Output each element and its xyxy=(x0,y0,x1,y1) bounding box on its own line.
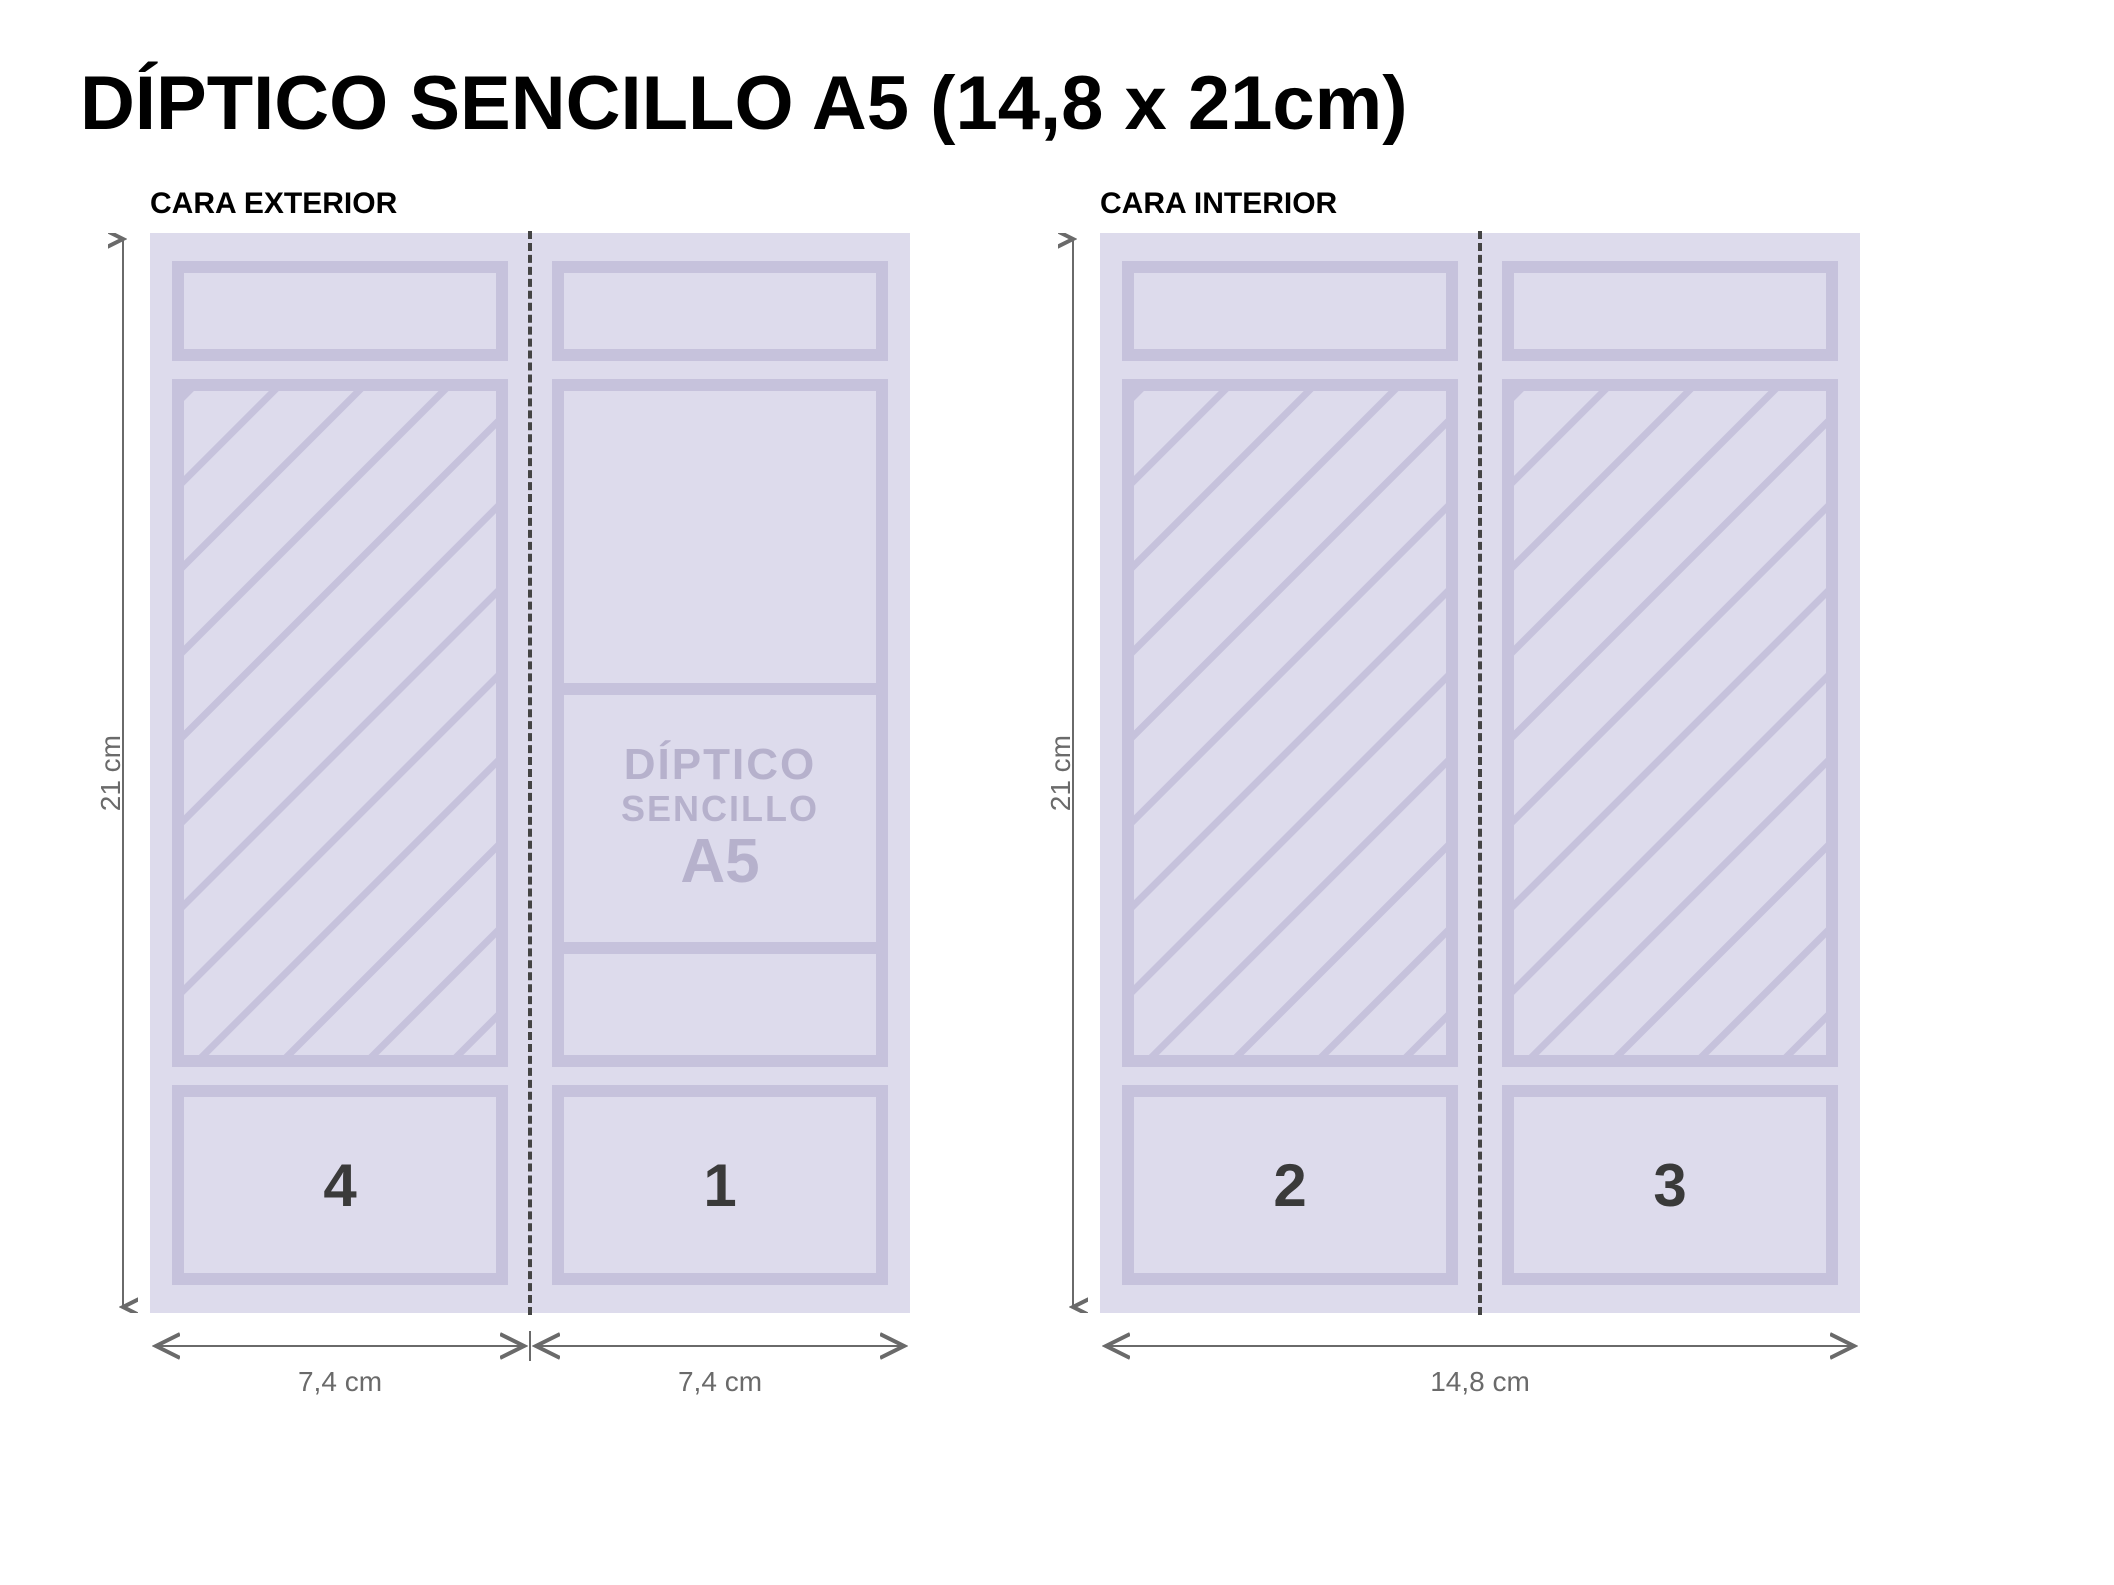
cover-line-3: A5 xyxy=(680,831,759,893)
panel-4-number: 4 xyxy=(323,1151,356,1220)
panel-1-number: 1 xyxy=(703,1151,736,1220)
interior-vdim: 21 cm xyxy=(1030,233,1100,1313)
panel-1-header xyxy=(552,261,888,361)
exterior-width-label-1: 7,4 cm xyxy=(678,1366,762,1397)
cover-line-1: DÍPTICO xyxy=(624,743,816,787)
panel-1-main: DÍPTICO SENCILLO A5 xyxy=(552,379,888,1067)
panel-2-main xyxy=(1122,379,1458,1067)
page-title: DÍPTICO SENCILLO A5 (14,8 x 21cm) xyxy=(80,60,2034,147)
interior-label: CARA INTERIOR xyxy=(1100,187,1860,221)
panel-2: 2 xyxy=(1100,233,1480,1313)
panel-3: 3 xyxy=(1480,233,1860,1313)
panel-1: DÍPTICO SENCILLO A5 1 xyxy=(530,233,910,1313)
fold-line-interior xyxy=(1478,231,1482,1315)
fold-line-exterior xyxy=(528,231,532,1315)
exterior-label: CARA EXTERIOR xyxy=(150,187,910,221)
panel-4-footer: 4 xyxy=(172,1085,508,1285)
panel-1-cover-title: DÍPTICO SENCILLO A5 xyxy=(564,695,876,954)
panel-2-footer: 2 xyxy=(1122,1085,1458,1285)
interior-sheet: 2 3 xyxy=(1100,233,1860,1313)
exterior-width-label-0: 7,4 cm xyxy=(298,1366,382,1397)
panel-3-number: 3 xyxy=(1653,1151,1686,1220)
panel-2-number: 2 xyxy=(1273,1151,1306,1220)
exterior-vdim: 21 cm xyxy=(80,233,150,1313)
panel-4: 4 xyxy=(150,233,530,1313)
panel-1-footer: 1 xyxy=(552,1085,888,1285)
diagram-interior: CARA INTERIOR 21 cm 2 xyxy=(1030,187,1860,1401)
panel-4-main xyxy=(172,379,508,1067)
interior-width-label: 14,8 cm xyxy=(1430,1366,1530,1397)
panel-3-header xyxy=(1502,261,1838,361)
exterior-hdims: 7,4 cm 7,4 cm xyxy=(150,1321,910,1401)
panel-3-footer: 3 xyxy=(1502,1085,1838,1285)
cover-line-2: SENCILLO xyxy=(621,791,819,827)
exterior-sheet: 4 DÍPTICO SENCILLO A5 xyxy=(150,233,910,1313)
panel-1-cover-image xyxy=(564,391,876,695)
panel-3-main xyxy=(1502,379,1838,1067)
diagrams-row: CARA EXTERIOR 21 cm 4 xyxy=(80,187,2034,1401)
diagram-exterior: CARA EXTERIOR 21 cm 4 xyxy=(80,187,910,1401)
panel-1-cover-sub xyxy=(564,954,876,1055)
panel-4-header xyxy=(172,261,508,361)
interior-hdims: 14,8 cm xyxy=(1100,1321,1860,1401)
panel-2-header xyxy=(1122,261,1458,361)
